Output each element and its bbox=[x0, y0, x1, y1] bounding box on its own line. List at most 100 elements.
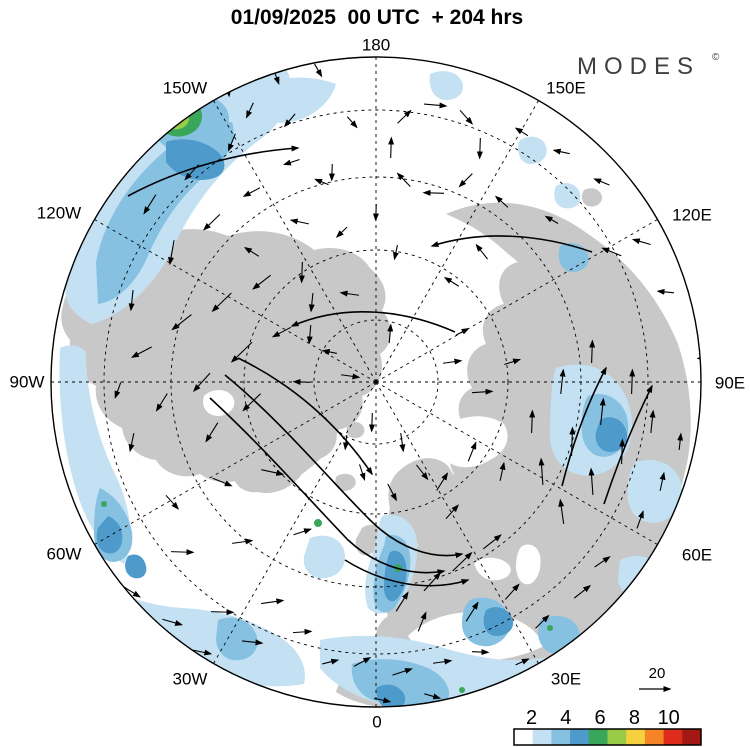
wind-arrow bbox=[552, 148, 570, 155]
wind-arrow bbox=[504, 583, 520, 600]
wind-arrow bbox=[134, 122, 141, 144]
wind-arrow bbox=[346, 116, 358, 129]
wind-arrow bbox=[335, 226, 348, 238]
wind-arrow bbox=[314, 63, 323, 78]
wind-arrow bbox=[165, 494, 180, 510]
wind-arrow bbox=[341, 373, 361, 380]
wind-arrow bbox=[99, 162, 109, 183]
longitude-label: 60E bbox=[682, 546, 712, 565]
wind-arrow bbox=[353, 657, 372, 667]
wind-arrow bbox=[192, 372, 211, 393]
wind-arrow bbox=[424, 693, 442, 700]
wind-arrow bbox=[342, 434, 349, 451]
colorbar-tick-label: 2 bbox=[526, 707, 537, 729]
wind-arrow bbox=[328, 163, 335, 182]
shaded-region bbox=[216, 617, 258, 661]
wind-arrow bbox=[130, 346, 152, 358]
wind-arrow bbox=[114, 382, 122, 399]
latitude-circle bbox=[243, 249, 509, 515]
wind-arrow bbox=[128, 433, 135, 453]
shaded-region bbox=[96, 580, 306, 687]
wind-arrow bbox=[455, 328, 470, 336]
jet-streamline bbox=[290, 310, 456, 333]
wind-arrow bbox=[599, 397, 606, 425]
shaded-region bbox=[166, 139, 225, 181]
wind-arrow bbox=[283, 113, 296, 128]
colorbar-tick-label: 6 bbox=[595, 707, 606, 729]
wind-arrow bbox=[168, 240, 175, 266]
colorbar-segment bbox=[532, 729, 552, 745]
wind-arrow bbox=[292, 628, 313, 635]
shaded-region bbox=[429, 71, 464, 100]
wind-arrow bbox=[388, 136, 395, 159]
shaded-region bbox=[125, 554, 147, 579]
wind-arrow bbox=[529, 409, 536, 434]
wind-arrow bbox=[629, 368, 636, 395]
wind-arrow bbox=[659, 471, 666, 491]
wind-arrow bbox=[232, 538, 254, 545]
shaded-region bbox=[554, 183, 581, 209]
meridian-line bbox=[94, 381, 377, 545]
wind-arrow bbox=[601, 247, 622, 257]
landmass bbox=[388, 458, 455, 537]
wind-arrow bbox=[261, 598, 285, 605]
wind-arrow bbox=[372, 203, 379, 222]
longitude-label: 150E bbox=[546, 79, 586, 98]
modes-logo-copyright-icon: © bbox=[712, 52, 720, 63]
longitude-label: 180 bbox=[362, 36, 390, 55]
landmasses-layer bbox=[61, 188, 691, 707]
jet-streamline bbox=[224, 374, 464, 559]
meridian-line bbox=[213, 100, 377, 383]
landmass bbox=[581, 188, 603, 207]
wind-arrow bbox=[395, 591, 409, 612]
wind-arrow bbox=[476, 137, 483, 160]
latitude-circle bbox=[103, 109, 649, 655]
wind-arrow bbox=[306, 324, 313, 345]
meridian-line bbox=[375, 381, 539, 664]
wind-arrow bbox=[514, 127, 529, 137]
landmass bbox=[233, 395, 340, 494]
wind-arrow bbox=[193, 649, 213, 656]
shaded-spot bbox=[459, 687, 465, 693]
shaded-region bbox=[627, 460, 682, 523]
wind-arrow bbox=[162, 618, 184, 626]
shaded-region bbox=[618, 555, 660, 597]
wind-arrow bbox=[374, 697, 392, 704]
wind-arrow bbox=[504, 358, 522, 365]
jet-streamline bbox=[209, 397, 446, 576]
wind-arrow bbox=[392, 245, 399, 261]
colorbar-tick-label: 10 bbox=[658, 707, 680, 729]
landmass bbox=[290, 353, 335, 390]
wind-arrow bbox=[445, 504, 460, 520]
wind-arrow bbox=[423, 102, 448, 109]
wind-arrow bbox=[252, 274, 272, 290]
shaded-region bbox=[96, 516, 123, 554]
colorbar-segment bbox=[682, 729, 702, 745]
wind-arrow bbox=[452, 551, 473, 572]
landmass bbox=[355, 524, 381, 556]
latitude-circle bbox=[313, 319, 439, 445]
wind-arrow bbox=[387, 483, 397, 502]
shaded-region bbox=[384, 550, 407, 602]
wind-arrow bbox=[292, 378, 311, 385]
wind-arrow bbox=[392, 668, 413, 676]
wind-arrow bbox=[443, 358, 463, 365]
wind-arrow bbox=[155, 393, 168, 412]
longitude-label: 120W bbox=[37, 204, 81, 223]
wind-arrow bbox=[417, 611, 427, 632]
jet-streamline bbox=[127, 145, 300, 197]
wind-arrow bbox=[588, 467, 595, 496]
colorbar-segment bbox=[588, 729, 608, 745]
wind-arrow bbox=[170, 549, 195, 556]
wind-arrow bbox=[271, 326, 292, 338]
wind-arrow bbox=[482, 534, 502, 550]
wind-arrow bbox=[282, 159, 300, 166]
wind-arrow bbox=[230, 341, 253, 363]
wind-arrow bbox=[124, 586, 141, 598]
wind-arrow bbox=[261, 469, 285, 476]
wind-arrow bbox=[589, 339, 596, 364]
longitude-label: 30E bbox=[551, 670, 581, 689]
wind-arrow bbox=[544, 215, 559, 224]
wind-arrow bbox=[396, 172, 411, 187]
wind-arrow bbox=[359, 464, 366, 482]
